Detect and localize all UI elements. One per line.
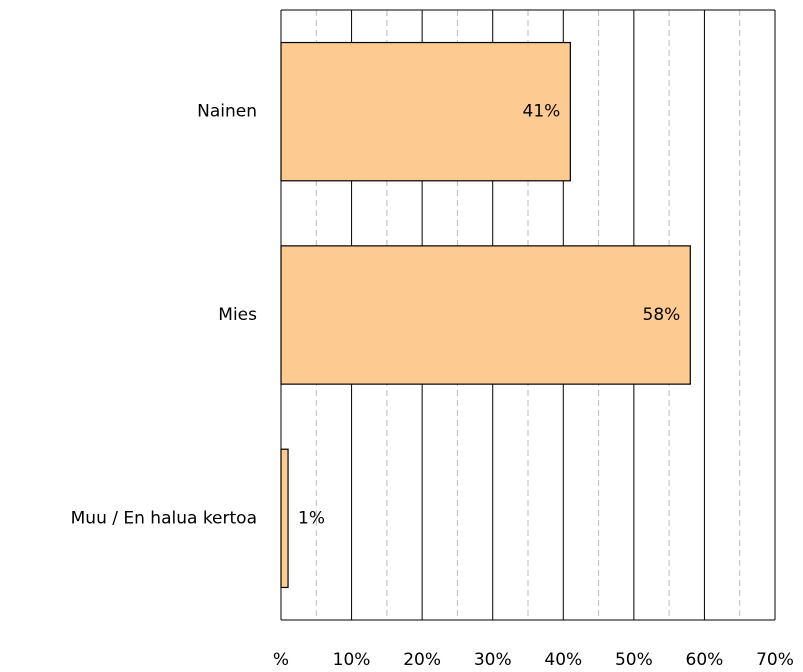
x-tick-label: 60% xyxy=(686,650,724,670)
x-tick-label: 10% xyxy=(333,650,371,670)
data-label: 41% xyxy=(523,102,561,122)
x-tick-label: 30% xyxy=(474,650,512,670)
x-tick-label: 50% xyxy=(615,650,653,670)
y-tick-label: Mies xyxy=(218,305,257,325)
data-label: 58% xyxy=(643,305,681,325)
bar xyxy=(280,245,691,385)
y-tick-label: Nainen xyxy=(197,102,257,122)
y-tick-label: Muu / En halua kertoa xyxy=(71,508,257,528)
bar xyxy=(280,448,289,589)
x-tick-label: 40% xyxy=(544,650,582,670)
x-tick-label: 70% xyxy=(756,650,794,670)
bar xyxy=(280,41,571,182)
x-tick-label: 20% xyxy=(403,650,441,670)
x-tick-label: % xyxy=(273,650,289,670)
data-label: 1% xyxy=(298,508,325,528)
